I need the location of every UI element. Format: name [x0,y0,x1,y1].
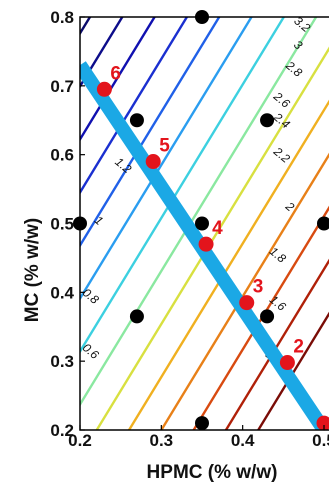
x-tick-label: 0.3 [150,431,174,450]
contour-lines: 0.60.811.21.41.61.822.22.42.62.833.2 [80,17,329,430]
point-label: 3 [253,277,264,298]
contour-line [127,99,329,430]
y-tick-label: 0.7 [50,77,74,96]
design-point [129,309,144,324]
design-point [129,113,144,128]
labeled-point [145,154,161,170]
design-point [260,309,275,324]
design-point [260,113,275,128]
point-label: 5 [159,136,170,157]
labeled-point [316,415,329,431]
x-tick-label: 0.2 [68,431,92,450]
labeled-point [96,81,112,97]
y-tick-label: 0.2 [50,421,74,440]
labeled-points: 123456 [96,63,329,431]
point-label: 2 [293,337,304,358]
labeled-point [279,355,295,371]
y-tick-label: 0.6 [50,146,74,165]
contour-label: 0.6 [80,340,102,362]
contour-label: 2.6 [270,89,293,111]
contour-line [80,17,286,354]
contour-label: 1.8 [267,244,289,266]
labeled-point [198,236,214,252]
design-point [317,216,329,231]
contour-label: 2.8 [282,58,305,80]
contour-line [80,17,221,248]
contour-line [256,311,329,430]
design-point [195,416,209,431]
contour-line [224,258,329,430]
contour-label: 2.2 [270,144,293,166]
contour-line [159,152,329,430]
point-label: 4 [212,218,223,239]
x-tick-label: 0.4 [231,431,255,450]
y-tick-label: 0.3 [50,352,74,371]
contour-label: 1 [92,213,106,228]
x-axis-label: HPMC (% w/w) [147,462,278,483]
x-tick-label: 0.5 [312,431,329,450]
contour-line [80,17,318,407]
contour-label: 3 [291,37,305,52]
design-point [195,216,209,231]
y-axis-label: MC (% w/w) [22,218,43,323]
y-tick-label: 0.5 [50,215,74,234]
labeled-point [239,295,255,311]
axes [79,16,329,431]
point-label: 6 [110,63,121,84]
contour-label: 0.8 [80,285,102,307]
contour-label: 1.2 [112,155,134,177]
contour-line [192,205,329,430]
contour-line [80,17,189,195]
tick-labels: 0.2 0.3 0.4 0.5 0.2 0.3 0.4 0.5 0.6 0.7 0.8 [50,8,329,450]
contour-line [80,17,253,301]
y-tick-label: 0.4 [50,283,74,302]
y-tick-label: 0.8 [50,8,74,27]
contour-line [95,46,329,430]
